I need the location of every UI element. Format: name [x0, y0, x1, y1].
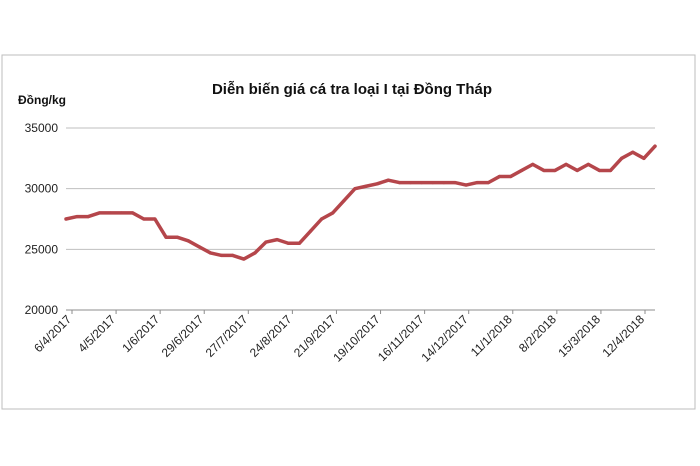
data-point: [153, 217, 157, 221]
data-point: [75, 214, 79, 219]
data-point: [275, 238, 279, 242]
data-point: [575, 168, 579, 173]
data-point: [353, 187, 357, 191]
data-point: [408, 181, 413, 185]
y-tick-label: 20000: [25, 303, 59, 317]
data-point: [97, 211, 101, 215]
data-point: [597, 168, 602, 173]
data-point: [86, 214, 90, 219]
data-point: [564, 162, 568, 166]
data-point: [642, 156, 646, 160]
data-point: [142, 217, 146, 221]
data-point: [508, 174, 513, 179]
data-point: [331, 211, 335, 215]
data-point: [531, 162, 535, 166]
data-point: [586, 162, 590, 166]
y-axis-label: Đồng/kg: [18, 93, 66, 107]
series-layer: [64, 144, 657, 261]
data-point: [397, 181, 401, 185]
data-point: [464, 183, 468, 187]
data-point: [308, 229, 313, 233]
data-point: [453, 181, 457, 185]
data-point: [631, 150, 635, 154]
y-tick-label: 25000: [25, 242, 59, 256]
data-point: [520, 168, 524, 173]
data-point: [231, 253, 235, 257]
data-point: [286, 241, 290, 245]
chart-title: Diễn biến giá cá tra loại I tại Đồng Thá…: [212, 81, 492, 98]
data-point: [442, 181, 446, 185]
data-point: [119, 211, 124, 215]
data-point: [542, 168, 546, 173]
data-point: [197, 245, 201, 249]
data-point: [620, 156, 624, 160]
data-point: [186, 239, 190, 243]
data-point: [386, 178, 390, 182]
data-point: [219, 253, 224, 257]
data-point: [431, 181, 435, 185]
y-tick-labels: 20000 25000 30000 35000: [25, 121, 59, 317]
data-point: [608, 168, 613, 173]
chart-border: [1, 54, 696, 410]
data-point: [475, 181, 479, 185]
data-point: [242, 257, 246, 261]
data-point: [208, 251, 213, 255]
data-point: [553, 168, 557, 173]
data-point: [320, 217, 324, 221]
data-point: [497, 174, 502, 179]
data-point: [342, 199, 346, 203]
data-point: [253, 251, 257, 255]
data-point: [131, 211, 135, 215]
y-tick-label: 30000: [25, 182, 59, 196]
data-point: [108, 211, 113, 215]
data-point: [375, 182, 379, 186]
data-point: [264, 240, 268, 244]
data-point: [364, 184, 368, 188]
data-point: [64, 217, 68, 221]
data-point: [297, 241, 301, 245]
data-point: [653, 144, 657, 148]
y-tick-label: 35000: [25, 121, 59, 135]
data-point: [164, 235, 168, 239]
data-point: [486, 181, 490, 185]
data-point: [175, 235, 179, 239]
series-line: [64, 144, 657, 261]
data-point: [420, 181, 424, 185]
